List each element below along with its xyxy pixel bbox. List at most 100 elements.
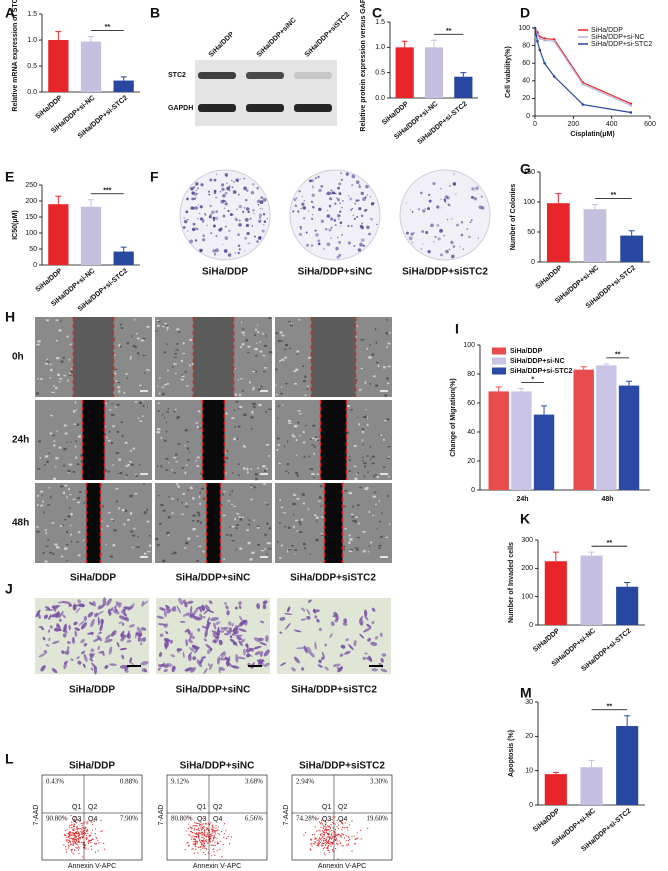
event (326, 829, 328, 831)
colony (300, 227, 302, 230)
cell-speck (43, 464, 46, 466)
invaded-cell (201, 604, 206, 612)
event (339, 843, 341, 845)
cell-speck (378, 544, 382, 547)
cell-speck (342, 505, 346, 508)
y-tick-label: 50 (29, 246, 37, 253)
cell-speck (196, 426, 199, 429)
invaded-cell (108, 646, 113, 655)
event (85, 832, 87, 835)
colony (330, 189, 333, 192)
invaded-cell (227, 662, 232, 667)
cell-speck (116, 403, 120, 406)
cell-speck (147, 405, 149, 408)
point (543, 39, 546, 42)
colony (439, 253, 443, 257)
y-tick-label: 0 (526, 113, 530, 120)
event (197, 846, 199, 848)
event (225, 837, 228, 840)
event (195, 846, 197, 848)
cell-speck (64, 484, 68, 487)
event (77, 838, 79, 840)
colony (473, 197, 477, 201)
colony (301, 195, 303, 197)
colony (221, 187, 225, 192)
event (87, 821, 89, 823)
cell-speck (384, 394, 388, 397)
cell-speck (247, 351, 250, 354)
image-label: SiHa/DDP+siNC (176, 685, 251, 696)
cell-speck (80, 460, 82, 463)
event (330, 837, 332, 839)
invaded-cell (293, 656, 300, 664)
cell-speck (48, 452, 51, 454)
colony (337, 198, 341, 202)
bar (80, 41, 102, 92)
colony (459, 246, 461, 248)
cell-speck (360, 388, 362, 391)
invaded-cell (211, 630, 219, 635)
cell-speck (161, 386, 165, 388)
colony (212, 224, 216, 228)
event (225, 830, 227, 832)
event (198, 836, 200, 838)
colony (235, 218, 238, 222)
colony (351, 207, 354, 210)
cell-speck (319, 485, 323, 488)
invaded-cell (178, 597, 184, 605)
cell-speck (196, 559, 200, 562)
event (87, 842, 90, 844)
cell-speck (159, 377, 161, 380)
cell-speck (347, 404, 350, 408)
colony (257, 203, 260, 206)
cell-speck (158, 392, 161, 395)
cell-speck (175, 453, 178, 456)
cell-speck (277, 541, 279, 543)
cell-speck (281, 386, 283, 388)
invaded-cell (380, 668, 388, 673)
colony (441, 207, 443, 209)
cell-speck (192, 514, 196, 517)
bar (488, 391, 509, 490)
event (341, 833, 343, 835)
cell-speck (189, 486, 193, 489)
colony (312, 206, 315, 209)
cell-speck (156, 431, 160, 434)
x-axis-label: Annexin V-APC (318, 863, 366, 870)
event (213, 851, 215, 853)
point (538, 48, 542, 52)
legend-swatch (492, 347, 506, 355)
event (206, 842, 209, 844)
event (219, 848, 221, 851)
event (337, 828, 339, 830)
event (202, 844, 205, 847)
cell-speck (173, 363, 177, 365)
y-tick-label: 20 (525, 733, 533, 740)
cell-speck (249, 558, 253, 561)
wound-gap (193, 317, 234, 397)
invaded-cell (90, 631, 94, 636)
y-tick-label: 20 (522, 95, 530, 102)
colony (468, 235, 471, 239)
invaded-cell (89, 653, 93, 657)
cell-speck (59, 378, 63, 380)
colony (259, 200, 264, 205)
cell-speck (284, 348, 287, 351)
event (74, 834, 76, 837)
cell-speck (115, 500, 118, 503)
event (336, 819, 338, 821)
cell-speck (225, 412, 228, 415)
invaded-cell (92, 637, 101, 642)
y-tick-label: 1.5 (375, 19, 385, 26)
invaded-cell (205, 643, 212, 650)
cell-speck (104, 426, 107, 428)
colony (244, 218, 249, 222)
colony (411, 242, 414, 244)
cell-speck (46, 360, 48, 363)
bar (573, 369, 594, 490)
event (212, 824, 214, 827)
event (357, 837, 359, 839)
cell-speck (294, 519, 299, 522)
event (195, 836, 198, 838)
invaded-cell (201, 625, 207, 629)
